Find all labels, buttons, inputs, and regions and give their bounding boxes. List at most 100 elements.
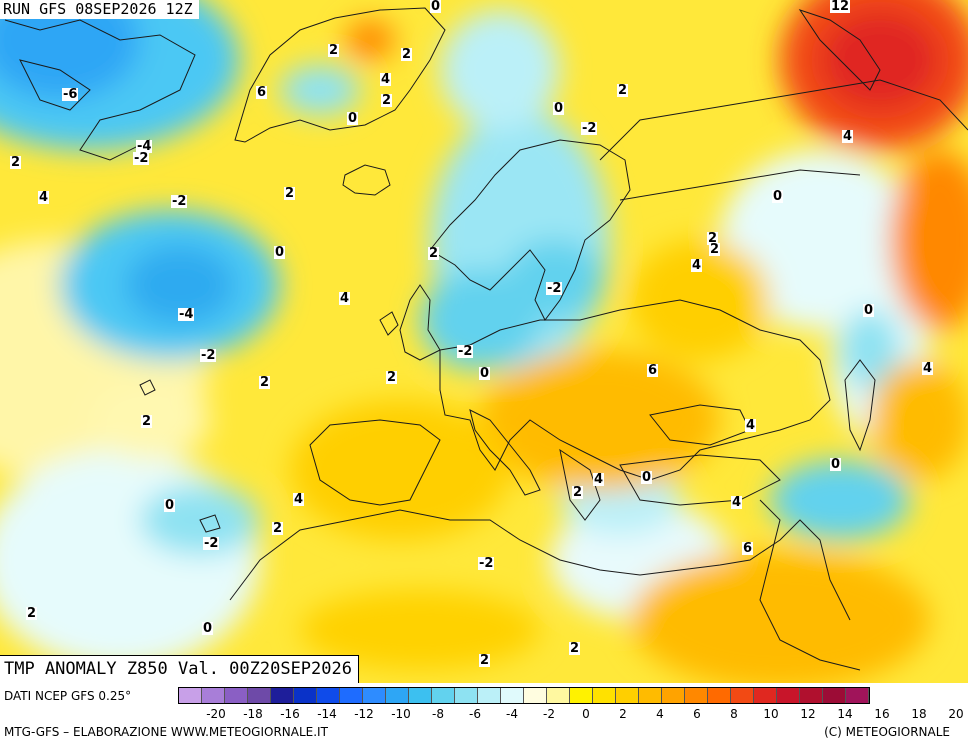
color-scale-ticks: -20 -18 -16 -14 -12 -10 -8 -6 -4 -2 0 2 4 6 8 10 12 14 16 1… [178, 707, 968, 723]
scale-tick-label: 12 [800, 707, 816, 721]
isoline-label: 4 [380, 72, 392, 87]
isoline-label: 2 [10, 155, 22, 170]
scale-tick-label: 20 [948, 707, 964, 721]
scale-tick-label: -16 [280, 707, 300, 721]
isoline-label: 2 [707, 231, 719, 246]
isoline-label: 2 [386, 370, 398, 385]
isoline-label: 2 [572, 485, 584, 500]
isoline-label: 4 [922, 361, 934, 376]
isoline-label: -2 [457, 344, 474, 359]
isoline-label: -2 [546, 281, 563, 296]
isoline-label: 2 [284, 186, 296, 201]
color-swatch [708, 688, 731, 703]
color-swatch [777, 688, 800, 703]
isoline-label: 6 [647, 363, 659, 378]
scale-tick-label: -8 [432, 707, 444, 721]
isoline-label: 4 [691, 258, 703, 273]
isoline-label: 6 [256, 85, 268, 100]
isoline-label: 2 [141, 414, 153, 429]
scale-tick-label: -6 [469, 707, 481, 721]
isoline-label: 0 [164, 498, 176, 513]
anomaly-field [0, 0, 968, 683]
isoline-label: 0 [830, 457, 842, 472]
coastlines [4, 7, 968, 671]
isoline-label: -4 [178, 307, 195, 322]
anomaly-map-canvas [0, 0, 968, 683]
isoline-label: 0 [479, 366, 491, 381]
color-swatch [547, 688, 570, 703]
color-swatch [225, 688, 248, 703]
isoline-label: -2 [478, 556, 495, 571]
isoline-label: 0 [430, 0, 442, 14]
color-swatch [248, 688, 271, 703]
isoline-label: 4 [593, 472, 605, 487]
color-swatch [616, 688, 639, 703]
isoline-label: 2 [381, 93, 393, 108]
isoline-label: 2 [26, 606, 38, 621]
isoline-label: 2 [428, 246, 440, 261]
color-swatch [823, 688, 846, 703]
scale-tick-label: 16 [874, 707, 890, 721]
isoline-label: 2 [709, 242, 721, 257]
color-swatch [455, 688, 478, 703]
color-swatch [731, 688, 754, 703]
color-swatch [570, 688, 593, 703]
scale-tick-label: -20 [206, 707, 226, 721]
run-label: RUN GFS 08SEP2026 12Z [0, 0, 199, 19]
isoline-label: -2 [133, 151, 150, 166]
color-swatch [662, 688, 685, 703]
scale-tick-label: 0 [582, 707, 590, 721]
isoline-label: -4 [136, 139, 153, 154]
color-swatch [639, 688, 662, 703]
scale-tick-label: 8 [730, 707, 738, 721]
isoline-label: 2 [569, 641, 581, 656]
isoline-label: -2 [171, 194, 188, 209]
isoline-label: 0 [347, 111, 359, 126]
credits-left: MTG-GFS – ELABORAZIONE WWW.METEOGIORNALE… [4, 725, 328, 739]
color-legend: DATI NCEP GFS 0.25° -20 -18 -16 -14 -12 -10 -8… [0, 683, 968, 745]
scale-tick-label: -10 [391, 707, 411, 721]
color-swatch [478, 688, 501, 703]
isoline-label: 0 [772, 189, 784, 204]
color-swatch [501, 688, 524, 703]
isoline-label: 0 [863, 303, 875, 318]
scale-tick-label: -4 [506, 707, 518, 721]
scale-tick-label: 6 [693, 707, 701, 721]
scale-tick-label: 14 [837, 707, 853, 721]
isoline-label: -2 [200, 348, 217, 363]
color-swatch [409, 688, 432, 703]
isoline-label: 2 [272, 521, 284, 536]
isoline-label: 4 [293, 492, 305, 507]
isoline-label: 0 [553, 101, 565, 116]
scale-tick-label: -18 [243, 707, 263, 721]
isoline-label: 0 [202, 621, 214, 636]
color-swatch [524, 688, 547, 703]
anomaly-map: -6 -4 -2 2 6 2 4 2 0 0 2 0 -2 2 12 4 4 2… [0, 0, 968, 683]
color-swatch [271, 688, 294, 703]
isoline-label: 2 [259, 375, 271, 390]
color-swatch [340, 688, 363, 703]
isoline-label: 4 [842, 129, 854, 144]
copyright: (C) METEOGIORNALE [824, 725, 950, 739]
isoline-label: 4 [339, 291, 351, 306]
isoline-label: 2 [617, 83, 629, 98]
isoline-label: -2 [581, 121, 598, 136]
data-source-label: DATI NCEP GFS 0.25° [4, 689, 132, 703]
color-swatch [432, 688, 455, 703]
color-swatch [685, 688, 708, 703]
isoline-label: 2 [479, 653, 491, 668]
isoline-label: 0 [274, 245, 286, 260]
isoline-label: 4 [731, 495, 743, 510]
variable-validity-label: TMP ANOMALY Z850 Val. 00Z20SEP2026 [0, 655, 359, 683]
scale-tick-label: 18 [911, 707, 927, 721]
scale-tick-label: 10 [763, 707, 779, 721]
color-swatch [593, 688, 616, 703]
isoline-label: -2 [203, 536, 220, 551]
isoline-label: 6 [742, 541, 754, 556]
scale-tick-label: 2 [619, 707, 627, 721]
isoline-label: 12 [830, 0, 851, 14]
isoline-label: 0 [641, 470, 653, 485]
scale-tick-label: -12 [354, 707, 374, 721]
isoline-label: 2 [328, 43, 340, 58]
